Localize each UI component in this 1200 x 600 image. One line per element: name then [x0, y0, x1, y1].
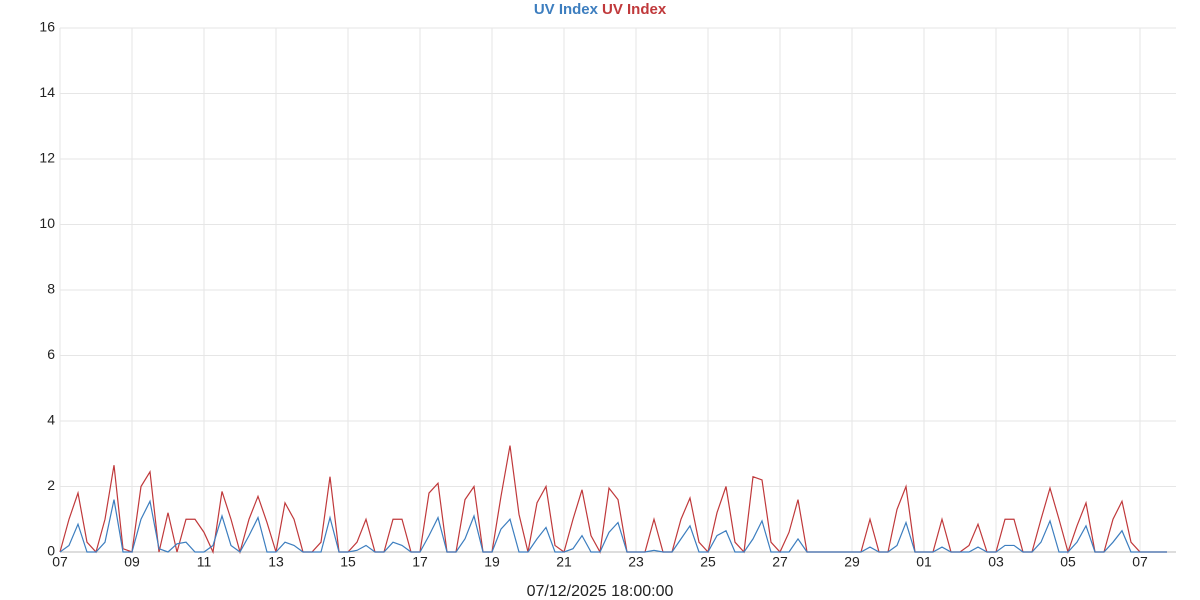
x-tick-label: 09	[124, 554, 140, 570]
x-axis-label: 07/12/2025 18:00:00	[527, 583, 674, 600]
y-tick-label: 6	[47, 346, 55, 362]
x-tick-label: 05	[1060, 554, 1076, 570]
grid	[59, 27, 1176, 553]
series-line	[59, 445, 1167, 555]
x-tick-label: 29	[844, 554, 860, 570]
x-tick-label: 27	[772, 554, 788, 570]
x-tick-label: 17	[412, 554, 428, 570]
y-tick-label: 2	[47, 477, 55, 493]
x-tick-label: 25	[700, 554, 716, 570]
x-tick-label: 23	[628, 554, 644, 570]
x-tick-label: 19	[484, 554, 500, 570]
y-tick-label: 8	[47, 281, 55, 297]
series-line	[59, 499, 1167, 553]
x-tick-label: 03	[988, 554, 1004, 570]
x-tick-label: 07	[1132, 554, 1148, 570]
y-tick-label: 4	[47, 412, 55, 428]
y-tick-label: 10	[39, 215, 55, 231]
legend-entry: UV Index	[534, 1, 599, 18]
y-tick-label: 14	[39, 84, 55, 100]
x-tick-label: 15	[340, 554, 356, 570]
y-tick-label: 0	[47, 543, 55, 559]
x-tick-label: 07	[52, 554, 68, 570]
x-tick-label: 13	[268, 554, 284, 570]
x-tick-label: 11	[197, 554, 212, 570]
y-tick-label: 16	[39, 19, 55, 35]
x-tick-label: 01	[916, 554, 932, 570]
y-tick-label: 12	[39, 150, 55, 166]
legend-entry: UV Index	[602, 1, 667, 18]
x-tick-label: 21	[556, 554, 572, 570]
